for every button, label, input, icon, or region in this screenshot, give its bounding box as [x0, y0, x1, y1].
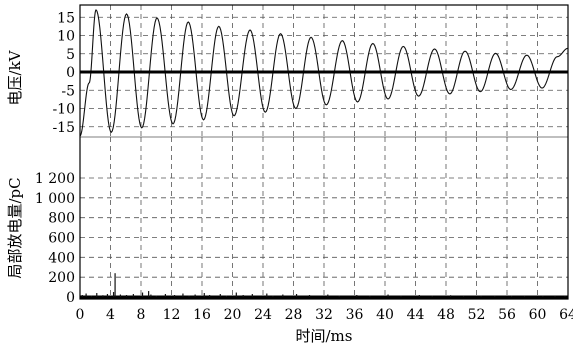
- x-tick-5: 20: [224, 307, 242, 323]
- bottom-y-tick-0: 0: [66, 290, 75, 306]
- x-tick-0: 0: [76, 307, 85, 323]
- x-tick-15: 60: [529, 307, 547, 323]
- x-tick-14: 56: [498, 307, 516, 323]
- top-y-axis-title: 电压/kV: [6, 49, 24, 105]
- bottom-panel-grid: [80, 136, 568, 299]
- plot-frame: [79, 4, 569, 300]
- x-tick-6: 24: [254, 307, 272, 323]
- x-tick-10: 40: [376, 307, 394, 323]
- x-tick-9: 36: [346, 307, 364, 323]
- x-tick-labels: 0 4 8 12 16 20 24 28 32 36 40 44 48 52 56 60 64: [76, 307, 573, 323]
- bottom-y-tick-3: 600: [48, 231, 75, 247]
- top-y-tick-labels: 15 10 5 0 -5 -10 -15: [52, 10, 75, 136]
- top-y-tick-2: 5: [66, 47, 75, 63]
- top-y-tick-5: -10: [52, 102, 75, 118]
- bottom-y-tick-5: 1 000: [35, 191, 75, 207]
- bottom-y-tick-4: 800: [48, 211, 75, 227]
- top-y-tick-0: 15: [57, 10, 75, 26]
- x-tick-16: 64: [559, 307, 573, 323]
- x-tick-11: 44: [407, 307, 425, 323]
- bottom-y-tick-1: 200: [48, 270, 75, 286]
- x-tick-3: 12: [163, 307, 181, 323]
- x-tick-8: 32: [315, 307, 333, 323]
- bottom-y-tick-labels: 0 200 400 600 800 1 000 1 200: [35, 171, 75, 306]
- x-tick-1: 4: [106, 307, 115, 323]
- partial-discharge-series: [80, 273, 568, 299]
- x-tick-4: 16: [193, 307, 211, 323]
- voltage-series: [79, 9, 569, 137]
- top-y-tick-3: 0: [66, 65, 75, 81]
- x-tick-7: 28: [285, 307, 303, 323]
- x-axis-title: 时间/ms: [296, 327, 353, 345]
- x-tick-13: 52: [468, 307, 486, 323]
- x-tick-2: 8: [137, 307, 146, 323]
- top-y-tick-1: 10: [57, 29, 75, 45]
- top-y-tick-6: -15: [52, 120, 75, 136]
- top-y-tick-4: -5: [61, 83, 75, 99]
- bottom-y-tick-2: 400: [48, 250, 75, 266]
- bottom-y-tick-6: 1 200: [35, 171, 75, 187]
- x-tick-12: 48: [437, 307, 455, 323]
- bottom-y-axis-title: 局部放电量/pC: [6, 177, 24, 278]
